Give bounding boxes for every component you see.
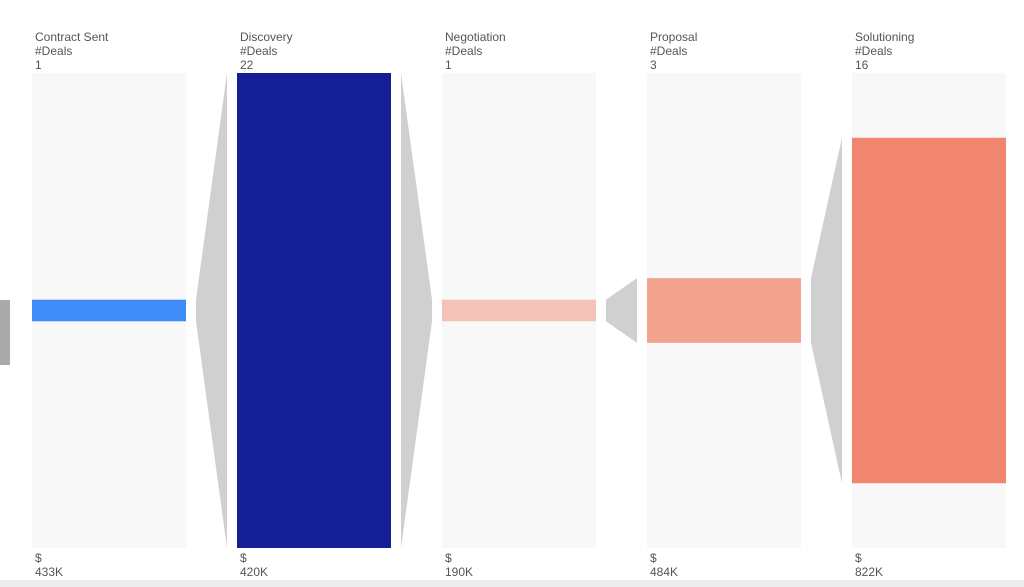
amount-label: 433K [35,565,63,579]
deal-count: 22 [240,58,254,72]
metric-name: #Deals [240,44,277,58]
amount-name: $ [650,551,657,565]
connector [811,137,842,484]
funnel-bar [442,299,596,322]
bottom-strip [0,580,1024,587]
stage-name: Discovery [240,30,293,44]
metric-name: #Deals [35,44,72,58]
funnel-bar [852,137,1006,484]
stage-name: Proposal [650,30,697,44]
connector [606,278,637,343]
amount-label: 420K [240,565,268,579]
stage-name: Solutioning [855,30,914,44]
amount-name: $ [445,551,452,565]
deal-count: 3 [650,58,657,72]
connector [401,73,432,548]
amount-name: $ [35,551,42,565]
amount-label: 190K [445,565,473,579]
connector [196,73,227,548]
funnel-bar [32,299,186,322]
deal-count: 16 [855,58,869,72]
stage-name: Contract Sent [35,30,109,44]
amount-label: 484K [650,565,678,579]
amount-name: $ [240,551,247,565]
stage-name: Negotiation [445,30,506,44]
metric-name: #Deals [855,44,892,58]
amount-name: $ [855,551,862,565]
metric-name: #Deals [650,44,687,58]
partial-connector [0,300,10,365]
deal-count: 1 [35,58,42,72]
funnel-bar [237,73,391,548]
funnel-bar [647,278,801,343]
amount-label: 822K [855,565,883,579]
metric-name: #Deals [445,44,482,58]
deal-count: 1 [445,58,452,72]
